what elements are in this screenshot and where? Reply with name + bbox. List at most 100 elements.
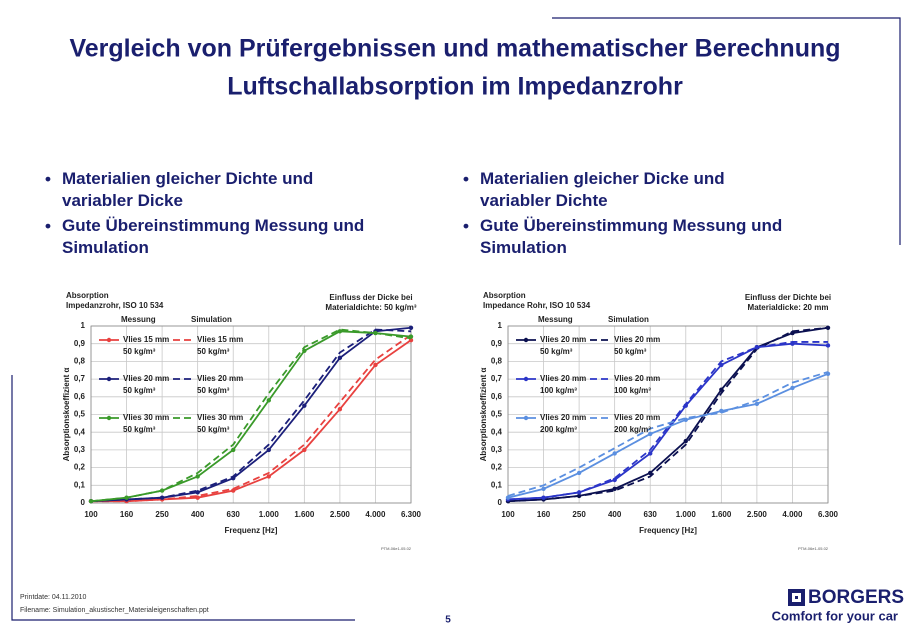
legend-marker (523, 337, 529, 343)
note: PTM-06e1-05.02 (381, 546, 412, 551)
logo: BORGERS Comfort for your car (772, 587, 904, 623)
marker (195, 474, 200, 479)
marker (648, 431, 653, 437)
marker (266, 398, 271, 403)
legend-density: 50 kg/m³ (197, 425, 230, 434)
legend-density: 50 kg/m³ (123, 347, 156, 356)
y-tick-label: 0,2 (491, 463, 503, 472)
marker (790, 385, 795, 391)
y-axis-label: Absorptionskoeffizient α (479, 368, 488, 462)
marker (541, 486, 546, 492)
annotation: Einfluss der Dichte bei (745, 293, 831, 302)
marker (337, 355, 343, 361)
bullet-line: Materialien gleicher Dichte und (62, 169, 313, 188)
x-tick-label: 1.000 (259, 510, 280, 519)
marker (337, 329, 343, 334)
chart-title: Absorption (66, 291, 109, 300)
marker (683, 438, 688, 444)
bullet-line: Simulation (480, 238, 567, 257)
chart-title: Absorption (483, 291, 526, 300)
y-tick-label: 1 (498, 321, 503, 330)
marker (373, 362, 378, 368)
deco-line (552, 17, 901, 245)
marker (231, 488, 236, 493)
bullet-line: Simulation (62, 238, 149, 257)
marker (337, 406, 343, 412)
x-tick-label: 1.600 (711, 510, 732, 519)
x-tick-label: 100 (84, 510, 98, 519)
bullet-line: Materialien gleicher Dicke und (480, 169, 725, 188)
marker (612, 486, 617, 492)
title: Vergleich von Prüfergebnissen und mathem… (69, 35, 840, 63)
deco-line (11, 375, 355, 621)
y-tick-label: 0,7 (491, 374, 503, 383)
x-tick-label: 160 (120, 510, 134, 519)
x-tick-label: 2.500 (330, 510, 351, 519)
legend-density: 200 kg/m³ (614, 425, 651, 434)
legend-name: Vlies 20 mm (540, 413, 586, 422)
filename: Filename: Simulation_akustischer_Materia… (20, 607, 209, 614)
legend-header: Messung (121, 315, 156, 324)
y-tick-label: 0 (81, 498, 86, 507)
marker (408, 325, 414, 330)
y-tick-label: 0,3 (491, 445, 503, 454)
bullet: Gute Übereinstimmung Messung und Simulati… (480, 216, 782, 257)
bullet-dot: • (463, 169, 469, 188)
chart: 0 0,1 0,2 0,3 0,4 0,5 0,6 0,7 0,8 0,9 1 100 160 250 40… (62, 291, 421, 551)
x-tick-label: 400 (608, 510, 622, 519)
marker (505, 495, 511, 500)
legend-density: 200 kg/m³ (540, 425, 577, 434)
y-tick-label: 0,1 (74, 480, 86, 489)
x-tick-label: 4.000 (365, 510, 386, 519)
legend-name: Vlies 15 mm (123, 335, 169, 344)
legend-marker (106, 415, 112, 421)
legend-density: 100 kg/m³ (540, 386, 577, 395)
bullet-dot: • (463, 216, 469, 235)
series-line (91, 334, 412, 503)
annotation: Materialdicke: 20 mm (748, 303, 829, 312)
marker (266, 447, 271, 453)
x-tick-label: 250 (572, 510, 586, 519)
y-tick-label: 0,3 (74, 445, 86, 454)
marker (302, 403, 307, 408)
title: Luftschallabsorption im Impedanzrohr (227, 73, 683, 101)
legend-name: Vlies 20 mm (540, 374, 586, 383)
legend-name: Vlies 20 mm (123, 374, 169, 383)
legend-marker (523, 376, 529, 382)
bullet: Gute Übereinstimmung Messung und Simulati… (62, 216, 364, 257)
marker (612, 477, 617, 483)
legend-density: 50 kg/m³ (614, 347, 647, 356)
legend-marker (106, 376, 112, 382)
slogan: Comfort for your car (772, 608, 898, 623)
bullet: Materialien gleicher Dicke und variabler … (480, 169, 725, 210)
marker (231, 447, 236, 453)
series-line (507, 341, 828, 501)
plot-frame (507, 325, 829, 504)
chart-title: Impedanzrohr, ISO 10 534 (66, 301, 164, 310)
y-tick-label: 0,6 (491, 392, 503, 401)
legend-marker (523, 415, 529, 421)
logo-icon-inner (792, 593, 801, 602)
y-tick-label: 0,8 (491, 357, 503, 366)
bullet: Materialien gleicher Dichte und variabler… (62, 169, 313, 210)
marker (754, 401, 760, 407)
chart: 0 0,1 0,2 0,3 0,4 0,5 0,6 0,7 0,8 0,9 1 100 160 250 40… (479, 291, 838, 551)
series-line (507, 371, 829, 497)
legend-density: 50 kg/m³ (123, 386, 156, 395)
x-tick-label: 2.500 (747, 510, 768, 519)
x-tick-label: 1.000 (676, 510, 697, 519)
x-tick-label: 400 (191, 510, 205, 519)
legend-density: 50 kg/m³ (197, 347, 230, 356)
note: PTM-06e1-05.02 (798, 546, 829, 551)
legend-name: Vlies 20 mm (614, 374, 660, 383)
y-tick-label: 0,4 (491, 427, 503, 436)
legend-name: Vlies 20 mm (540, 335, 586, 344)
legend-name: Vlies 30 mm (197, 413, 243, 422)
legend-density: 50 kg/m³ (123, 425, 156, 434)
x-tick-label: 4.000 (782, 510, 803, 519)
y-tick-label: 0,9 (491, 339, 503, 348)
page-number: 5 (445, 615, 451, 626)
y-tick-label: 0,5 (74, 410, 86, 419)
